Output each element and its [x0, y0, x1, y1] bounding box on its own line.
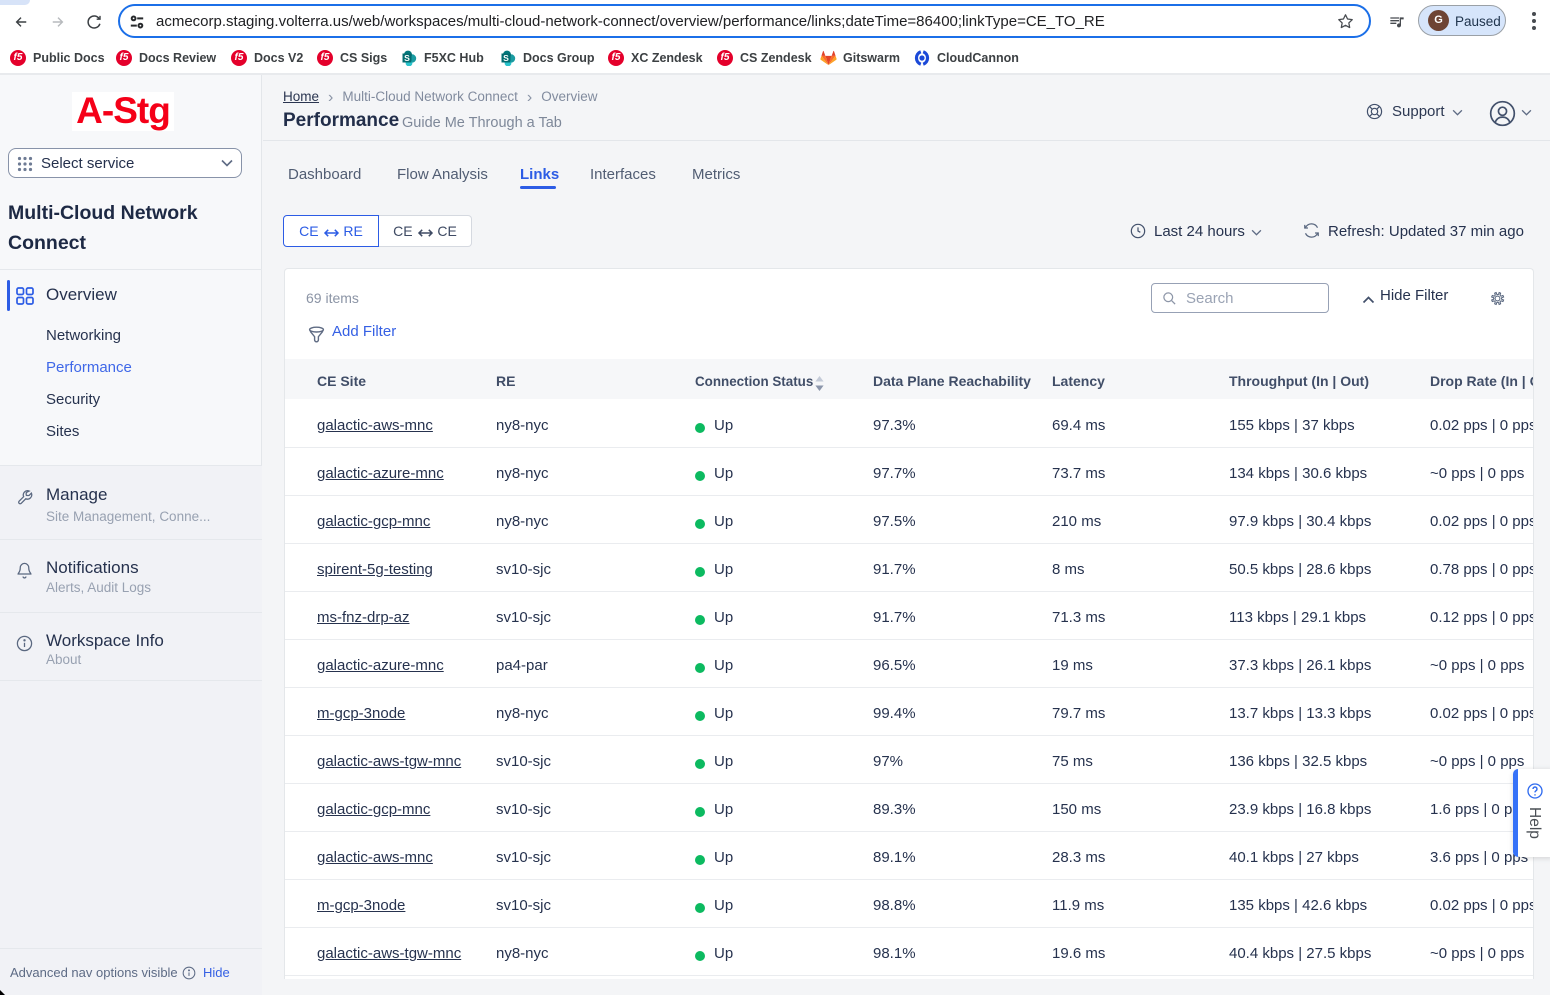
svg-text:S: S [404, 53, 410, 63]
svg-text:S: S [503, 53, 509, 63]
